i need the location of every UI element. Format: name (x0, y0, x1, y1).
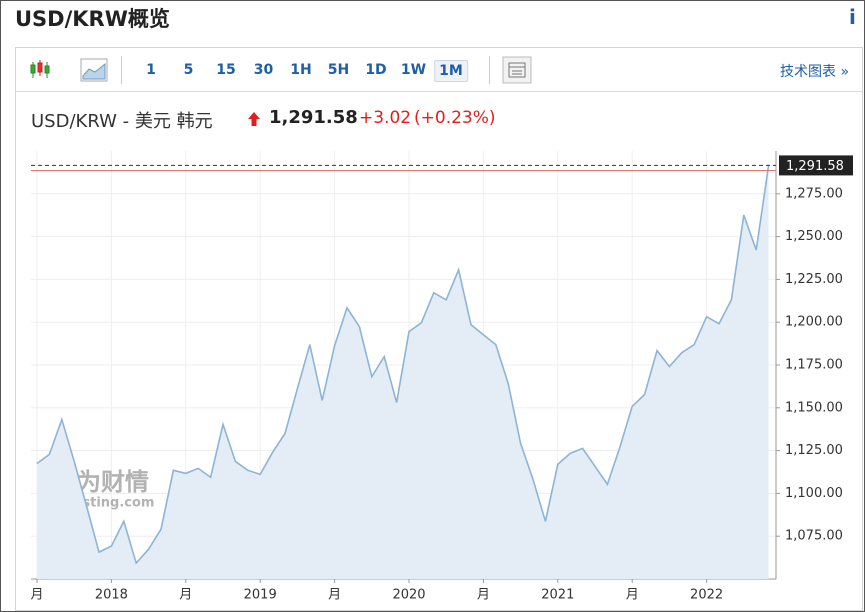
change-pct: (+0.23%) (414, 108, 496, 128)
y-tick-label: 1,125.00 (785, 443, 843, 458)
panel (15, 47, 863, 611)
x-tick-label: 2021 (541, 588, 574, 603)
x-tick-label: 月 (328, 588, 341, 603)
interval-button[interactable]: 5H (327, 62, 350, 78)
table-icon[interactable] (502, 56, 532, 84)
interval-button[interactable]: 15 (216, 62, 236, 78)
separator (489, 56, 490, 84)
separator (121, 56, 122, 84)
info-icon[interactable]: i (849, 5, 856, 29)
x-tick-label: 2018 (95, 588, 128, 603)
y-tick-label: 1,150.00 (785, 400, 843, 415)
interval-button[interactable]: 1D (365, 62, 387, 78)
interval-button[interactable]: 1M (434, 60, 468, 82)
y-tick-label: 1,225.00 (785, 272, 843, 287)
chart-type-icons[interactable] (29, 56, 119, 84)
area (37, 165, 769, 579)
interval-button[interactable]: 1H (290, 62, 312, 78)
x-tick-label: 2022 (690, 588, 723, 603)
x-tick-label: 月 (626, 588, 639, 603)
line (36, 165, 770, 565)
y-tick-label: 1,250.00 (785, 229, 843, 244)
up-arrow (248, 112, 260, 126)
y-tick-label: 1,275.00 (785, 186, 843, 201)
y-tick-label: 1,200.00 (785, 315, 843, 330)
change: +3.02 (359, 108, 412, 128)
y-tick-label: 1,075.00 (785, 529, 843, 544)
page-title: USD/KRW概览 (15, 7, 170, 31)
last-price-tag (779, 155, 853, 176)
price: 1,291.58 (269, 107, 358, 128)
x-tick-label: 月 (477, 588, 490, 603)
x-tick-label: 2020 (392, 588, 425, 603)
x-tick-label: 月 (30, 588, 43, 603)
x-tick-label: 2019 (244, 588, 277, 603)
interval-button[interactable]: 1 (146, 62, 156, 78)
pair-name: USD/KRW - 美元 韩元 (31, 111, 213, 132)
interval-button[interactable]: 1W (400, 62, 427, 78)
y-tick-label: 1,175.00 (785, 358, 843, 373)
interval-button[interactable]: 5 (183, 62, 194, 78)
toolbar (16, 48, 862, 92)
x-tick-label: 月 (179, 588, 192, 603)
last-price-label: 1,291.58 (786, 159, 844, 174)
interval-button[interactable]: 30 (253, 62, 274, 78)
technical-chart-link[interactable]: 技术图表 » (780, 64, 850, 80)
y-tick-label: 1,100.00 (785, 486, 843, 501)
